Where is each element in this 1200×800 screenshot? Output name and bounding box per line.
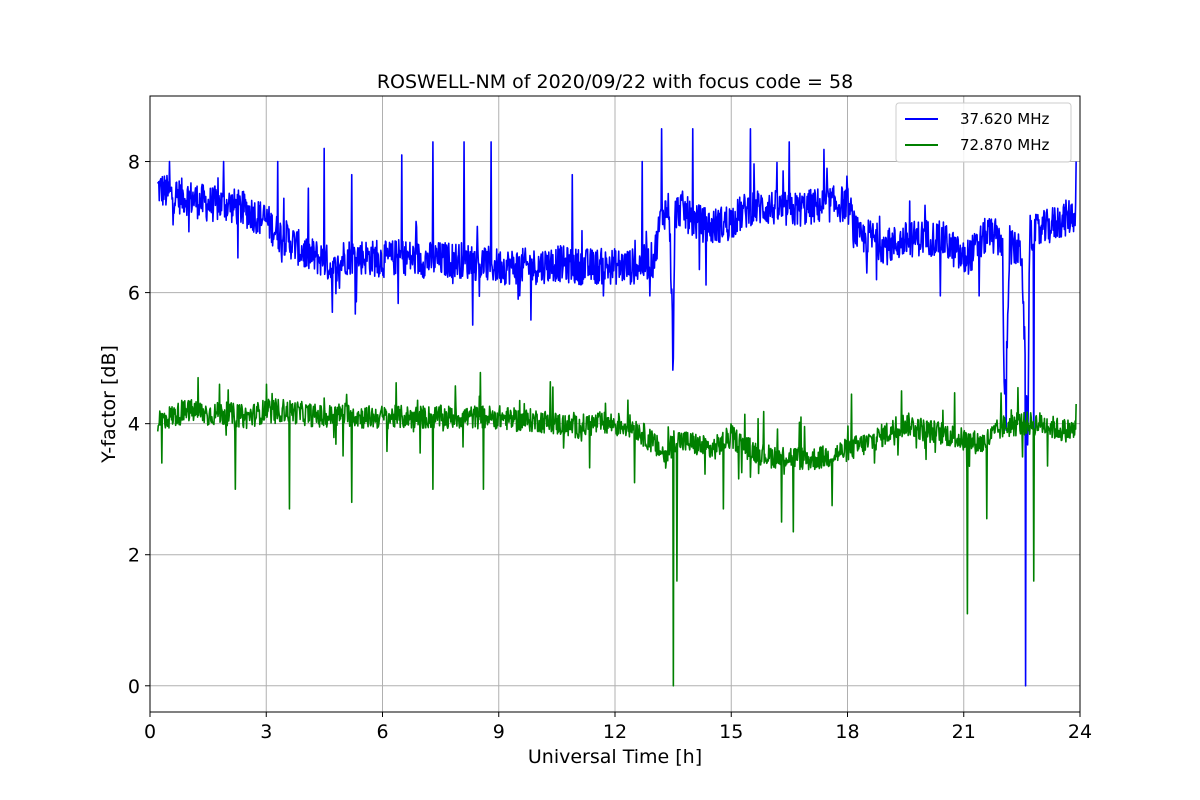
x-tick-label: 0 xyxy=(144,721,156,743)
legend-box xyxy=(895,102,1072,163)
y-tick-label: 6 xyxy=(128,283,140,305)
chart-title: ROSWELL-NM of 2020/09/22 with focus code… xyxy=(377,71,853,93)
x-tick-label: 18 xyxy=(835,721,859,743)
y-tick-label: 4 xyxy=(128,414,140,436)
legend-label-series-1: 37.620 MHz xyxy=(960,110,1049,128)
x-tick-label: 3 xyxy=(260,721,272,743)
legend-label-series-2: 72.870 MHz xyxy=(960,136,1049,154)
y-tick-label: 2 xyxy=(128,545,140,567)
x-axis-label: Universal Time [h] xyxy=(528,746,702,768)
y-tick-label: 0 xyxy=(128,676,140,698)
series-line-2 xyxy=(156,371,1077,687)
series-line-1 xyxy=(157,127,1077,687)
x-tick-label: 21 xyxy=(952,721,976,743)
x-tick-label: 15 xyxy=(719,721,743,743)
x-tick-label: 12 xyxy=(603,721,627,743)
y-tick-label: 8 xyxy=(128,152,140,174)
x-tick-label: 6 xyxy=(376,721,388,743)
series-layer xyxy=(156,127,1077,687)
x-tick-label: 24 xyxy=(1068,721,1092,743)
legend: 37.620 MHz 72.870 MHz xyxy=(895,102,1072,163)
y-axis-label: Y-factor [dB] xyxy=(98,345,120,464)
x-tick-label: 9 xyxy=(493,721,505,743)
